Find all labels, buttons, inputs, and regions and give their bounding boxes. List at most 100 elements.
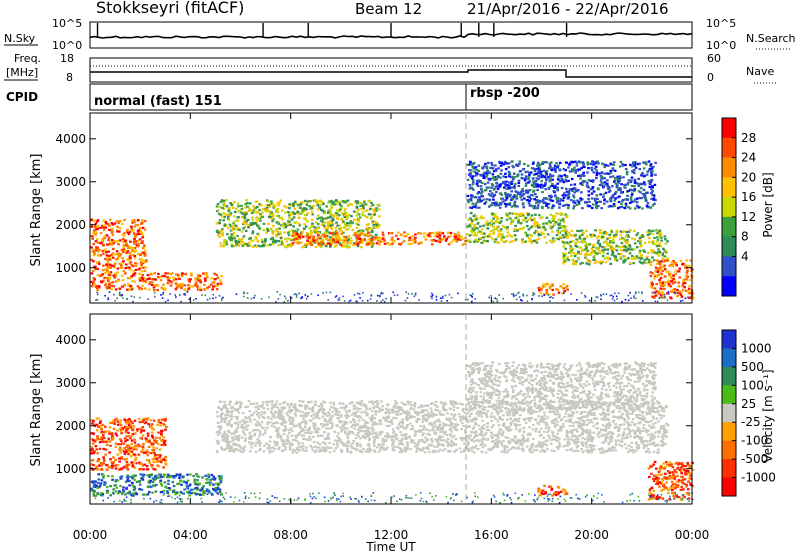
echo-cell bbox=[457, 231, 460, 234]
echo-cell bbox=[147, 459, 151, 462]
echo-cell bbox=[139, 253, 142, 256]
echo-cell bbox=[493, 240, 497, 243]
echo-cell bbox=[114, 490, 118, 493]
echo-cell bbox=[129, 420, 133, 423]
echo-cell bbox=[121, 261, 124, 264]
echo-cell bbox=[479, 185, 483, 188]
echo-cell bbox=[552, 293, 555, 296]
echo-cell bbox=[542, 283, 545, 286]
echo-cell bbox=[520, 212, 524, 215]
echo-cell bbox=[141, 259, 145, 262]
echo-cell bbox=[134, 432, 137, 435]
echo-cell bbox=[352, 233, 356, 237]
echo-cell bbox=[119, 419, 122, 422]
echo-cell bbox=[579, 182, 582, 185]
echo-cell bbox=[139, 229, 143, 232]
echo-cell bbox=[141, 241, 144, 244]
echo-cell bbox=[508, 240, 512, 244]
echo-cell bbox=[153, 478, 157, 481]
echo-cell bbox=[280, 216, 283, 219]
echo-cell bbox=[269, 227, 273, 231]
echo-cell bbox=[201, 486, 204, 490]
echo-cell bbox=[90, 487, 93, 490]
echo-cell bbox=[580, 191, 583, 194]
echo-cell bbox=[611, 205, 614, 208]
echo-cell bbox=[99, 226, 102, 229]
echo-cell bbox=[215, 482, 218, 485]
echo-cell bbox=[109, 255, 112, 259]
echo-cell bbox=[96, 246, 99, 249]
echo-cell bbox=[213, 278, 217, 281]
echo-cell bbox=[564, 194, 567, 197]
echo-cell bbox=[608, 187, 611, 190]
echo-cell bbox=[609, 169, 612, 172]
echo-cell bbox=[348, 213, 351, 217]
echo-cell bbox=[92, 481, 96, 484]
echo-cell bbox=[585, 262, 589, 265]
echo-cell bbox=[308, 234, 312, 237]
echo-cell bbox=[631, 254, 634, 258]
echo-cell bbox=[391, 236, 394, 239]
echo-cell bbox=[572, 201, 575, 204]
echo-cell bbox=[577, 450, 580, 453]
echo-cell bbox=[172, 484, 176, 488]
echo-cell bbox=[605, 256, 609, 259]
echo-cell bbox=[346, 239, 350, 242]
echo-cell bbox=[144, 260, 147, 263]
echo-cell bbox=[267, 443, 271, 446]
echo-cell bbox=[271, 243, 275, 246]
echo-cell bbox=[238, 400, 242, 404]
echo-cell bbox=[181, 283, 184, 286]
echo-cell bbox=[222, 212, 225, 215]
echo-cell bbox=[626, 182, 630, 185]
echo-cell bbox=[563, 242, 566, 245]
echo-cell bbox=[125, 251, 128, 254]
echo-cell bbox=[506, 193, 510, 196]
echo-cell bbox=[465, 233, 469, 236]
echo-cell bbox=[132, 247, 136, 250]
echo-cell bbox=[229, 214, 232, 217]
echo-cell bbox=[95, 417, 99, 420]
echo-cell bbox=[98, 485, 101, 488]
echo-cell bbox=[578, 235, 582, 238]
echo-cell bbox=[143, 287, 147, 290]
echo-cell bbox=[170, 272, 174, 275]
echo-cell bbox=[560, 212, 563, 215]
echo-cell bbox=[557, 175, 560, 178]
echo-cell bbox=[556, 178, 560, 181]
echo-cell bbox=[205, 478, 208, 481]
echo-cell bbox=[212, 487, 215, 491]
echo-cell bbox=[109, 431, 113, 434]
echo-cell bbox=[355, 211, 359, 214]
echo-cell bbox=[343, 215, 347, 218]
echo-cell bbox=[193, 480, 196, 483]
echo-cell bbox=[277, 233, 280, 236]
echo-cell bbox=[499, 230, 502, 233]
echo-cell bbox=[266, 200, 270, 203]
echo-cell bbox=[600, 295, 602, 297]
echo-cell bbox=[573, 255, 577, 258]
echo-cell bbox=[634, 161, 637, 164]
echo-cell bbox=[319, 240, 323, 243]
echo-cell bbox=[147, 298, 149, 300]
echo-cell bbox=[172, 476, 176, 479]
echo-cell bbox=[612, 241, 615, 244]
echo-cell bbox=[570, 177, 574, 181]
echo-cell bbox=[116, 226, 119, 229]
echo-cell bbox=[647, 258, 651, 261]
echo-cell bbox=[167, 482, 170, 485]
echo-cell bbox=[284, 245, 287, 248]
echo-cell bbox=[635, 292, 637, 295]
echo-cell bbox=[304, 294, 307, 297]
echo-cell bbox=[471, 183, 475, 186]
echo-cell bbox=[231, 228, 234, 231]
echo-cell bbox=[585, 445, 589, 449]
echo-cell bbox=[565, 187, 568, 190]
echo-cell bbox=[116, 464, 120, 467]
echo-cell bbox=[653, 183, 657, 186]
echo-cell bbox=[431, 243, 434, 246]
echo-cell bbox=[618, 206, 621, 209]
echo-cell bbox=[424, 238, 428, 241]
echo-cell bbox=[563, 173, 567, 177]
echo-cell bbox=[90, 234, 94, 238]
